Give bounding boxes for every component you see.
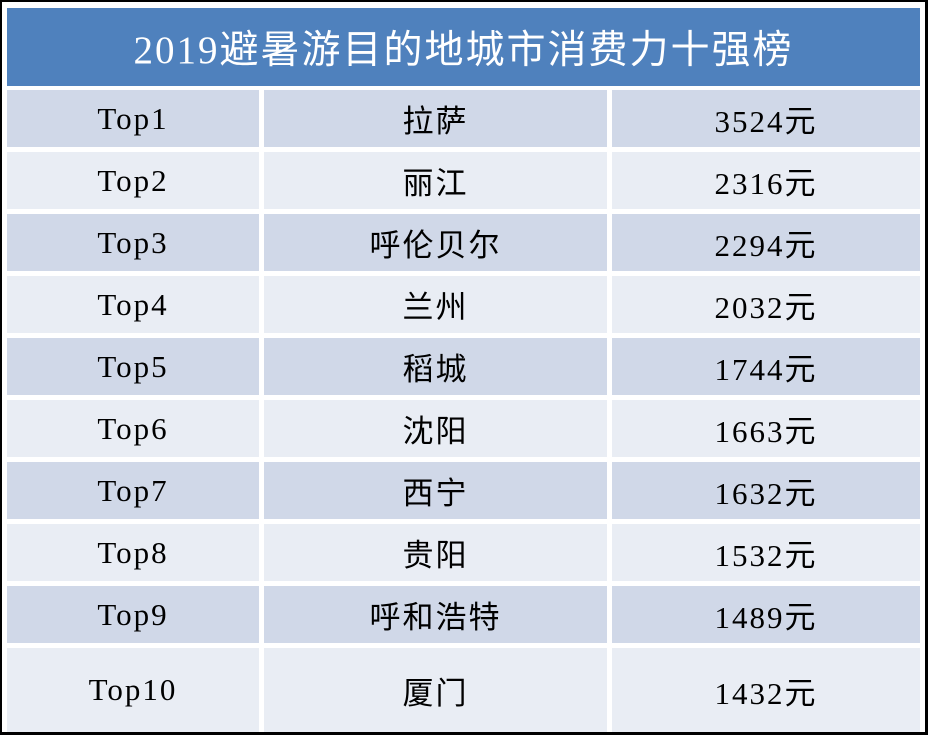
price-cell: 1744元 <box>612 338 920 395</box>
table-row: Top10 厦门 1432元 <box>7 648 920 732</box>
table-row: Top1 拉萨 3524元 <box>7 90 920 147</box>
city-cell: 厦门 <box>264 648 607 732</box>
table-row: Top7 西宁 1632元 <box>7 462 920 519</box>
price-cell: 3524元 <box>612 90 920 147</box>
rank-cell: Top7 <box>7 462 259 519</box>
rank-cell: Top5 <box>7 338 259 395</box>
city-cell: 丽江 <box>264 152 607 209</box>
price-cell: 1532元 <box>612 524 920 581</box>
table-title: 2019避暑游目的地城市消费力十强榜 <box>133 29 794 72</box>
price-cell: 1432元 <box>612 648 920 732</box>
price-cell: 2294元 <box>612 214 920 271</box>
table-row: Top4 兰州 2032元 <box>7 276 920 333</box>
city-cell: 拉萨 <box>264 90 607 147</box>
price-cell: 1489元 <box>612 586 920 643</box>
rank-cell: Top1 <box>7 90 259 147</box>
table-title-bar: 2019避暑游目的地城市消费力十强榜 <box>7 8 920 86</box>
price-cell: 1663元 <box>612 400 920 457</box>
table-row: Top6 沈阳 1663元 <box>7 400 920 457</box>
rank-cell: Top4 <box>7 276 259 333</box>
table-row: Top9 呼和浩特 1489元 <box>7 586 920 643</box>
rank-cell: Top3 <box>7 214 259 271</box>
table-row: Top2 丽江 2316元 <box>7 152 920 209</box>
city-cell: 呼和浩特 <box>264 586 607 643</box>
price-cell: 1632元 <box>612 462 920 519</box>
price-cell: 2032元 <box>612 276 920 333</box>
rank-cell: Top6 <box>7 400 259 457</box>
city-cell: 西宁 <box>264 462 607 519</box>
city-cell: 兰州 <box>264 276 607 333</box>
city-cell: 稻城 <box>264 338 607 395</box>
ranking-table: Top1 拉萨 3524元 Top2 丽江 2316元 Top3 呼伦贝尔 22… <box>7 90 920 732</box>
city-cell: 沈阳 <box>264 400 607 457</box>
table-row: Top8 贵阳 1532元 <box>7 524 920 581</box>
city-cell: 呼伦贝尔 <box>264 214 607 271</box>
table-row: Top3 呼伦贝尔 2294元 <box>7 214 920 271</box>
rank-cell: Top9 <box>7 586 259 643</box>
city-cell: 贵阳 <box>264 524 607 581</box>
rank-cell: Top8 <box>7 524 259 581</box>
table-row: Top5 稻城 1744元 <box>7 338 920 395</box>
rank-cell: Top2 <box>7 152 259 209</box>
rank-cell: Top10 <box>7 648 259 732</box>
price-cell: 2316元 <box>612 152 920 209</box>
